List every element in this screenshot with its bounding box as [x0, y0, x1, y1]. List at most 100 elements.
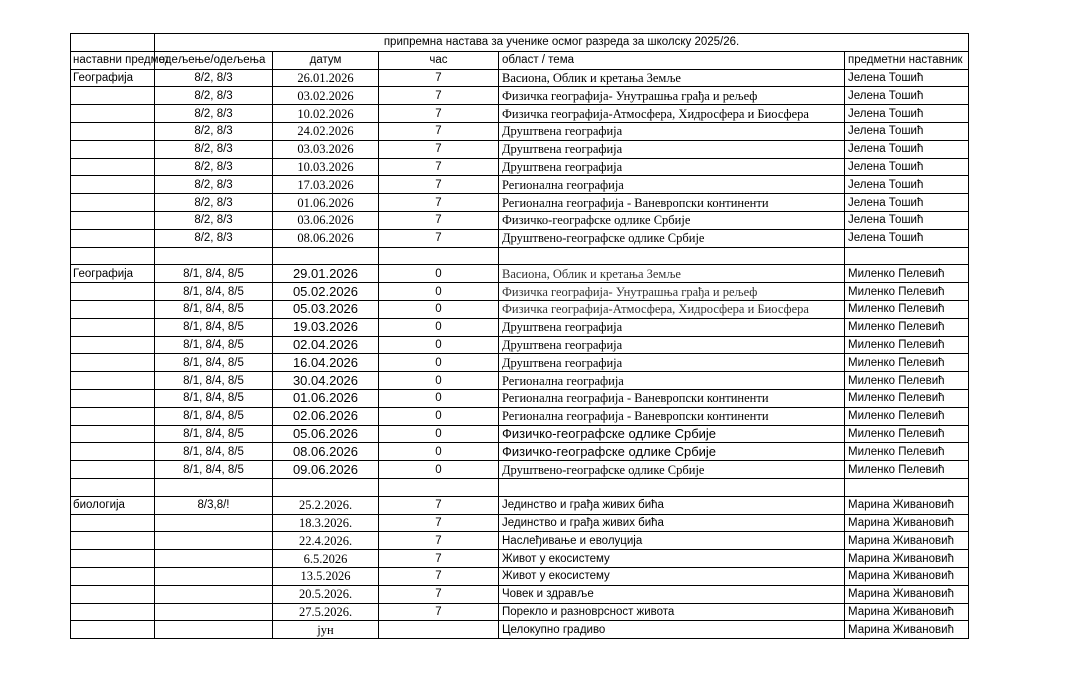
table-row — [70, 246, 970, 266]
date-cell: 09.06.2026 — [272, 460, 379, 479]
topic-cell: Регионална географија - Ваневропски конт… — [498, 388, 845, 408]
date-cell: 17.03.2026 — [272, 175, 379, 195]
teacher-cell: Марина Живановић — [843, 584, 970, 604]
table-row: јун Целокупно градиво Марина Живановић — [70, 620, 970, 640]
date-cell: 26.01.2026 — [272, 68, 379, 88]
classes-cell — [154, 531, 273, 551]
period-cell: 7 — [378, 495, 499, 515]
classes-cell: 8/2, 8/3 — [154, 228, 273, 248]
classes-cell — [154, 246, 273, 266]
table-row: 8/1, 8/4, 8/5 08.06.2026 0 Физичко-географс… — [70, 442, 970, 462]
period-cell: 0 — [378, 424, 499, 444]
classes-cell: 8/1, 8/4, 8/5 — [154, 442, 273, 462]
topic-cell: Јединство и грађа живих бића — [498, 495, 845, 515]
date-cell: 22.4.2026. — [272, 531, 379, 551]
table-row: 13.5.2026 7 Живот у екосистему Марина Живан… — [70, 566, 970, 586]
period-cell: 0 — [378, 371, 499, 390]
teacher-cell: Миленко Пелевић — [843, 460, 970, 479]
date-cell: 19.03.2026 — [272, 317, 379, 337]
date-cell — [272, 477, 379, 497]
period-cell: 0 — [378, 282, 499, 301]
topic-cell: Порекло и разноврсност живота — [498, 602, 845, 622]
period-cell: 0 — [378, 317, 499, 337]
table-row: 8/1, 8/4, 8/5 02.04.2026 0 Друштвена геогра… — [70, 335, 970, 355]
period-cell: 0 — [378, 388, 499, 408]
subject-cell: биологија — [70, 495, 155, 515]
subject-cell — [70, 317, 155, 337]
table-row: 8/1, 8/4, 8/5 01.06.2026 0 Регионална геогр… — [70, 388, 970, 408]
topic-cell: Друштвена географија — [498, 139, 845, 159]
classes-cell: 8/2, 8/3 — [154, 121, 273, 141]
schedule-table: припремна настава за ученике осмог разре… — [70, 33, 970, 640]
subject-cell: Географија — [70, 264, 155, 284]
subject-cell — [70, 228, 155, 248]
subject-cell — [70, 157, 155, 177]
classes-cell: 8/2, 8/3 — [154, 86, 273, 106]
subject-cell — [70, 602, 155, 622]
date-cell: 05.03.2026 — [272, 299, 379, 319]
subject-cell — [70, 584, 155, 604]
period-cell: 0 — [378, 406, 499, 426]
classes-cell: 8/1, 8/4, 8/5 — [154, 335, 273, 355]
subject-cell — [70, 299, 155, 319]
classes-cell — [154, 566, 273, 586]
topic-cell: Регионална географија - Ваневропски конт… — [498, 406, 845, 426]
classes-cell: 8/2, 8/3 — [154, 157, 273, 177]
teacher-cell: Марина Живановић — [843, 531, 970, 551]
period-cell: 0 — [378, 264, 499, 284]
subject-cell — [70, 566, 155, 586]
subject-cell — [70, 175, 155, 195]
classes-cell: 8/1, 8/4, 8/5 — [154, 371, 273, 390]
topic-cell — [498, 477, 845, 497]
table-row: Географија 8/1, 8/4, 8/5 29.01.2026 0 Васион… — [70, 264, 970, 284]
period-cell — [378, 477, 499, 497]
topic-cell: Друштвено-географске одлике Србије — [498, 460, 845, 479]
classes-cell: 8/1, 8/4, 8/5 — [154, 264, 273, 284]
subject-cell — [70, 86, 155, 106]
period-cell: 7 — [378, 228, 499, 248]
teacher-cell: Јелена Тошић — [843, 139, 970, 159]
period-cell: 7 — [378, 86, 499, 106]
topic-cell: Физичка географија- Унутрашња грађа и ре… — [498, 86, 845, 106]
table-row: 8/1, 8/4, 8/5 30.04.2026 0 Регионална геогр… — [70, 371, 970, 390]
date-cell: 10.02.2026 — [272, 104, 379, 123]
topic-cell: Живот у екосистему — [498, 549, 845, 568]
teacher-cell: Миленко Пелевић — [843, 424, 970, 444]
header-cell: датум — [272, 50, 379, 70]
table-row: 8/1, 8/4, 8/5 05.06.2026 0 Физичко-географс… — [70, 424, 970, 444]
teacher-cell: Јелена Тошић — [843, 228, 970, 248]
classes-cell: 8/1, 8/4, 8/5 — [154, 460, 273, 479]
date-cell: 02.04.2026 — [272, 335, 379, 355]
topic-cell: Живот у екосистему — [498, 566, 845, 586]
topic-cell: Физичка географија- Унутрашња грађа и ре… — [498, 282, 845, 301]
teacher-cell: Марина Живановић — [843, 513, 970, 533]
classes-cell: 8/1, 8/4, 8/5 — [154, 424, 273, 444]
table-row: биологија 8/3,8/! 25.2.2026. 7 Јединство и г… — [70, 495, 970, 515]
teacher-cell: Миленко Пелевић — [843, 282, 970, 301]
subject-cell — [70, 531, 155, 551]
teacher-cell: Јелена Тошић — [843, 68, 970, 88]
table-row: 18.3.2026. 7 Јединство и грађа живих бића М… — [70, 513, 970, 533]
period-cell: 7 — [378, 549, 499, 568]
teacher-cell: Миленко Пелевић — [843, 264, 970, 284]
teacher-cell — [843, 246, 970, 266]
date-cell: 27.5.2026. — [272, 602, 379, 622]
title-row: припремна настава за ученике осмог разре… — [70, 33, 970, 52]
teacher-cell: Марина Живановић — [843, 566, 970, 586]
teacher-cell: Јелена Тошић — [843, 210, 970, 230]
teacher-cell: Марина Живановић — [843, 495, 970, 515]
table-row: Географија 8/2, 8/3 26.01.2026 7 Васиона, Об… — [70, 68, 970, 88]
classes-cell — [154, 602, 273, 622]
period-cell: 7 — [378, 513, 499, 533]
subject-cell — [70, 620, 155, 640]
period-cell: 7 — [378, 602, 499, 622]
teacher-cell: Марина Живановић — [843, 549, 970, 568]
table-row — [70, 477, 970, 497]
classes-cell: 8/1, 8/4, 8/5 — [154, 317, 273, 337]
date-cell: 08.06.2026 — [272, 228, 379, 248]
classes-cell: 8/1, 8/4, 8/5 — [154, 353, 273, 373]
teacher-cell: Јелена Тошић — [843, 121, 970, 141]
date-cell: 30.04.2026 — [272, 371, 379, 390]
header-row: наставни предмет одељење/одељења датум час о… — [70, 50, 970, 70]
